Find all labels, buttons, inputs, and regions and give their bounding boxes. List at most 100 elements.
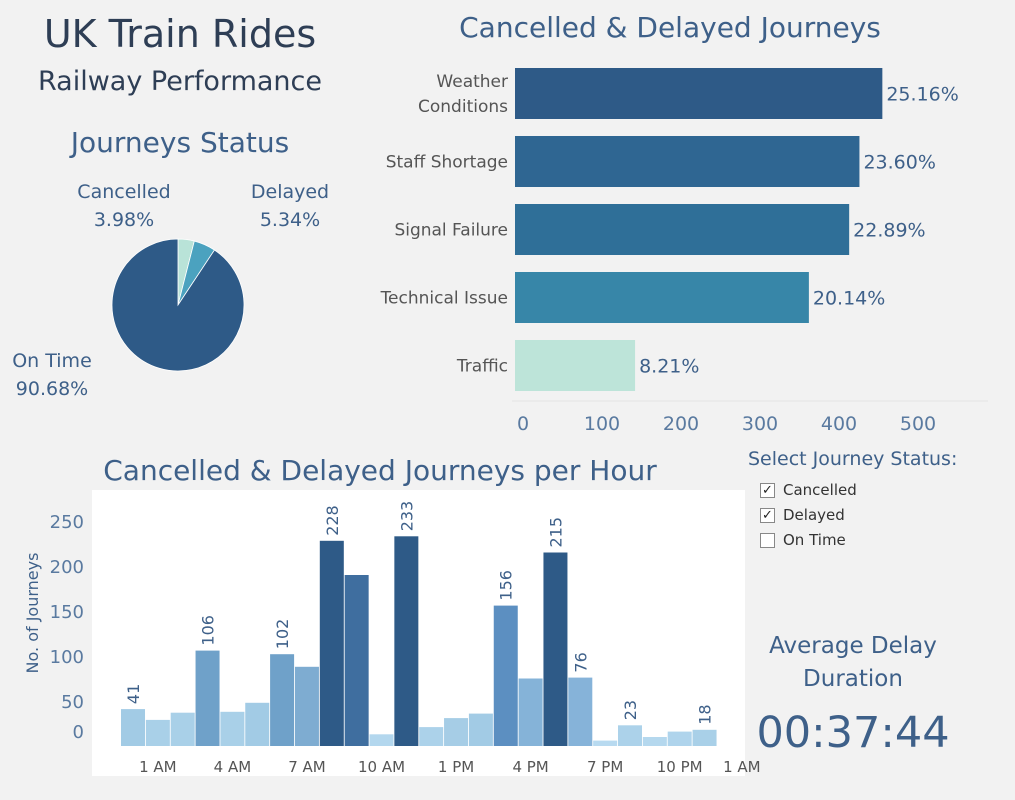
- hourly-data-label: 228: [323, 505, 342, 536]
- hourly-bar[interactable]: [692, 729, 717, 746]
- checkbox-delayed[interactable]: ✓: [760, 507, 775, 523]
- hourly-bar[interactable]: [270, 654, 295, 746]
- reason-category-label: Technical Issue: [380, 289, 508, 309]
- pie-label-cancelled-pct: 3.98%: [93, 209, 155, 231]
- filter-option-cancelled[interactable]: ✓ Cancelled: [760, 479, 857, 501]
- hourly-bar[interactable]: [419, 727, 444, 746]
- hourly-bar[interactable]: [145, 719, 170, 746]
- hourly-x-tick: 7 AM: [288, 758, 326, 776]
- filter-title: Select Journey Status:: [748, 448, 958, 470]
- hourly-bar[interactable]: [369, 734, 394, 746]
- hourly-bar[interactable]: [618, 725, 642, 746]
- hourly-x-tick: 10 AM: [358, 758, 405, 776]
- hourly-bar[interactable]: [294, 666, 319, 746]
- hourly-bar[interactable]: [493, 605, 518, 746]
- checkbox-ontime[interactable]: [760, 532, 775, 548]
- hourly-y-tick: 0: [73, 722, 84, 743]
- hourly-bar[interactable]: [195, 650, 220, 746]
- hourly-data-label: 233: [397, 501, 416, 532]
- reason-x-tick: 200: [663, 413, 699, 435]
- filter-option-label: Cancelled: [783, 481, 857, 499]
- reason-category-label: Staff Shortage: [386, 153, 508, 173]
- pie-slice-on-time[interactable]: [111, 238, 245, 372]
- hourly-data-label: 18: [696, 704, 715, 724]
- hourly-x-tick: 10 PM: [657, 758, 703, 776]
- reason-bar[interactable]: [515, 340, 636, 391]
- hourly-x-tick: 1 AM: [723, 758, 760, 776]
- reason-data-label: 23.60%: [863, 152, 935, 174]
- hourly-data-label: 41: [124, 684, 143, 704]
- dashboard-subtitle: Railway Performance: [37, 66, 322, 97]
- reasons-bar-chart[interactable]: Weather Conditions 25.16% Staff Shortage 23.…: [360, 55, 1000, 440]
- hourly-x-tick: 4 PM: [512, 758, 548, 776]
- hourly-bar[interactable]: [245, 702, 270, 746]
- hourly-y-tick: 200: [50, 557, 84, 578]
- pie-label-ontime-name: On Time: [12, 350, 92, 372]
- hourly-bar[interactable]: [667, 731, 692, 746]
- hourly-x-tick: 1 AM: [139, 758, 177, 776]
- hourly-bar[interactable]: [220, 711, 245, 746]
- reason-bar[interactable]: [515, 136, 860, 187]
- reason-category-label: Conditions: [418, 97, 508, 117]
- avg-delay-title-line2: Duration: [803, 666, 903, 692]
- hourly-y-tick: 150: [50, 602, 84, 623]
- reason-data-label: 25.16%: [886, 84, 958, 106]
- reason-bar[interactable]: [515, 272, 809, 323]
- reason-data-label: 8.21%: [639, 356, 699, 378]
- filter-option-delayed[interactable]: ✓ Delayed: [760, 504, 845, 526]
- hourly-chart-title: Cancelled & Delayed Journeys per Hour: [103, 454, 657, 487]
- reasons-chart-title: Cancelled & Delayed Journeys: [459, 11, 881, 44]
- hourly-data-label: 76: [571, 652, 590, 672]
- reason-data-label: 20.14%: [813, 288, 885, 310]
- reason-category-label: Signal Failure: [394, 221, 508, 241]
- hourly-data-label: 215: [546, 517, 565, 548]
- hourly-y-tick: 250: [50, 512, 84, 533]
- reason-x-tick: 0: [517, 413, 529, 435]
- journey-status-pie[interactable]: [108, 235, 248, 375]
- hourly-data-label: 23: [621, 700, 640, 720]
- hourly-bar[interactable]: [170, 712, 195, 746]
- reason-x-tick: 100: [584, 413, 620, 435]
- hourly-bar[interactable]: [319, 540, 344, 746]
- hourly-bar[interactable]: [468, 713, 493, 746]
- pie-label-ontime-pct: 90.68%: [15, 378, 89, 400]
- hourly-bar[interactable]: [642, 737, 667, 746]
- filter-option-label: Delayed: [783, 506, 845, 524]
- hourly-data-label: 102: [273, 619, 292, 650]
- hourly-bar[interactable]: [543, 552, 568, 747]
- hourly-bar[interactable]: [568, 677, 593, 746]
- hourly-y-tick: 100: [50, 647, 84, 668]
- hourly-data-label: 106: [199, 615, 218, 646]
- filter-option-label: On Time: [783, 531, 846, 549]
- reason-bar[interactable]: [515, 204, 850, 255]
- pie-label-ontime: On Time 90.68%: [0, 347, 104, 403]
- avg-delay-value: 00:37:44: [756, 708, 950, 758]
- pie-label-delayed: Delayed 5.34%: [230, 178, 350, 234]
- hourly-bar[interactable]: [121, 709, 145, 746]
- reason-x-tick: 500: [900, 413, 936, 435]
- hourly-bar[interactable]: [394, 536, 419, 746]
- reason-category-label: Traffic: [456, 357, 508, 377]
- pie-label-cancelled: Cancelled 3.98%: [64, 178, 184, 234]
- avg-delay-title-line1: Average Delay: [769, 633, 937, 659]
- pie-label-delayed-name: Delayed: [250, 181, 330, 203]
- reason-bar[interactable]: [515, 68, 883, 119]
- pie-label-cancelled-name: Cancelled: [77, 181, 171, 203]
- checkbox-cancelled[interactable]: ✓: [760, 482, 775, 498]
- hourly-y-tick: 50: [61, 692, 84, 713]
- hourly-bar-chart[interactable]: 41 106 102 228 233 156 215 76 23 18 0 50 100 150 200 25…: [0, 490, 760, 790]
- hourly-x-tick: 1 PM: [438, 758, 474, 776]
- hourly-bar[interactable]: [444, 718, 469, 746]
- hourly-bar[interactable]: [344, 575, 369, 746]
- hourly-y-axis-label: No. of Journeys: [23, 553, 42, 674]
- reason-x-tick: 300: [742, 413, 778, 435]
- hourly-x-tick: 4 AM: [214, 758, 252, 776]
- filter-option-ontime[interactable]: On Time: [760, 529, 846, 551]
- hourly-bar[interactable]: [593, 740, 618, 746]
- hourly-data-label: 156: [497, 570, 516, 601]
- hourly-x-tick: 7 PM: [587, 758, 623, 776]
- reason-category-label: Weather: [436, 72, 508, 92]
- reason-data-label: 22.89%: [853, 220, 925, 242]
- reason-x-tick: 400: [821, 413, 857, 435]
- hourly-bar[interactable]: [518, 678, 543, 747]
